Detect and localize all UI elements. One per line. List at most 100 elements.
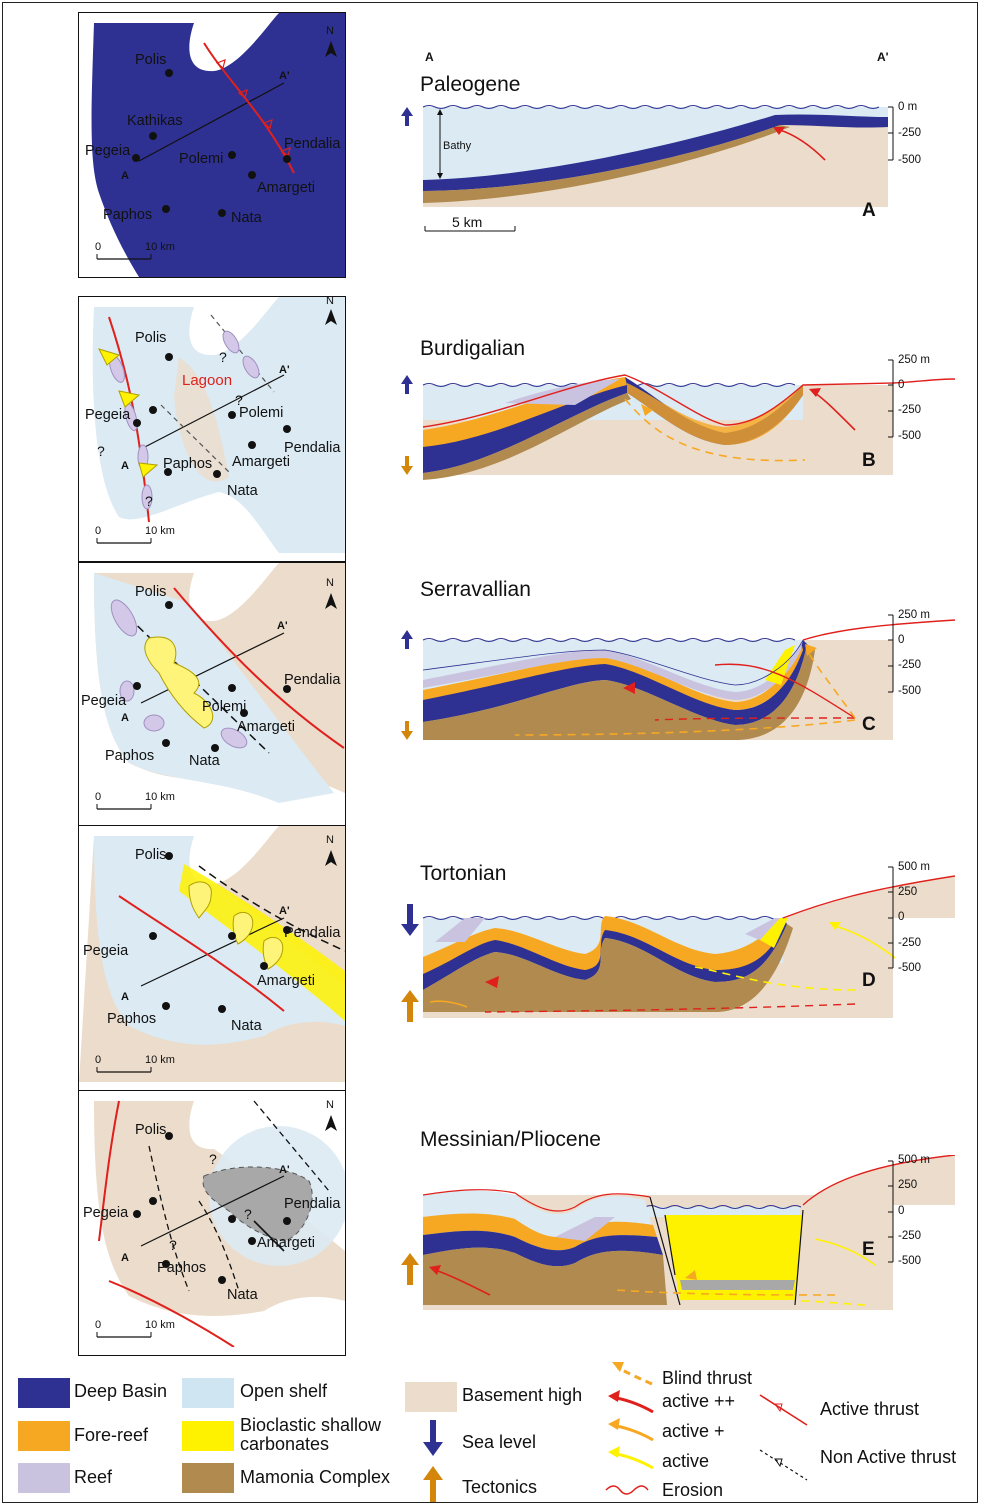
north-label: N bbox=[326, 1099, 334, 1111]
cross-section-a bbox=[401, 105, 894, 232]
stage-title-paleogene: Paleogene bbox=[420, 73, 521, 96]
legend-bioclastic: Bioclastic shallow carbonates bbox=[240, 1415, 382, 1454]
legend-arrows bbox=[423, 1420, 443, 1502]
question-mark: ? bbox=[219, 349, 227, 365]
town-pendalia: Pendalia bbox=[284, 925, 341, 941]
town-paphos: Paphos bbox=[163, 456, 213, 472]
town-paphos: Paphos bbox=[107, 1011, 157, 1027]
depth-tick: 250 m bbox=[898, 354, 930, 366]
town-paphos: Paphos bbox=[157, 1260, 207, 1276]
section-end-label: A' bbox=[877, 50, 889, 64]
north-label: N bbox=[326, 25, 334, 37]
legend-swatch-open-shelf bbox=[182, 1378, 234, 1408]
legend-open-shelf: Open shelf bbox=[240, 1381, 328, 1401]
section-a-mark: A bbox=[121, 460, 129, 472]
legend-active-p: active + bbox=[662, 1421, 725, 1441]
section-a-prime-mark: A' bbox=[279, 1164, 290, 1176]
depth-tick: -500 bbox=[898, 154, 922, 166]
scale-label: 5 km bbox=[452, 214, 483, 230]
panel-letter: E bbox=[862, 1239, 875, 1260]
legend-swatch-basement bbox=[405, 1382, 457, 1412]
town-polemi: Polemi bbox=[179, 151, 224, 167]
depth-tick: 250 m bbox=[898, 609, 930, 621]
town-nata: Nata bbox=[231, 210, 262, 226]
panel-letter: B bbox=[862, 450, 876, 471]
legend-erosion: Erosion bbox=[662, 1480, 724, 1500]
depth-tick: 500 m bbox=[898, 1154, 930, 1166]
scale-zero: 0 bbox=[95, 791, 102, 803]
section-a-mark: A bbox=[121, 991, 129, 1003]
depth-tick: -500 bbox=[898, 962, 922, 974]
blind-thrust-icon bbox=[617, 1366, 653, 1386]
section-a-mark: A bbox=[121, 1252, 129, 1264]
legend-tectonics: Tectonics bbox=[462, 1477, 538, 1497]
town-polemi: Polemi bbox=[239, 405, 284, 421]
scale-ten: 10 km bbox=[145, 525, 175, 537]
non-active-thrust-icon bbox=[759, 1449, 808, 1481]
depth-tick: 0 bbox=[898, 911, 905, 923]
sea-level-arrow-icon bbox=[423, 1420, 443, 1456]
question-mark: ? bbox=[97, 443, 105, 459]
question-mark: ? bbox=[145, 493, 153, 509]
section-a-mark: A bbox=[121, 170, 129, 182]
depth-tick: -250 bbox=[898, 404, 922, 416]
legend-deep-basin: Deep Basin bbox=[74, 1381, 168, 1401]
legend-swatch-deep-basin bbox=[18, 1378, 70, 1408]
cross-section-d bbox=[401, 866, 955, 1022]
legend-reef: Reef bbox=[74, 1467, 113, 1487]
depth-tick: -250 bbox=[898, 127, 922, 139]
panel-letter: A bbox=[862, 200, 876, 221]
active-p-icon bbox=[615, 1424, 654, 1442]
town-pendalia: Pendalia bbox=[284, 1196, 341, 1212]
town-pendalia: Pendalia bbox=[284, 440, 341, 456]
depth-tick: -500 bbox=[898, 685, 922, 697]
legend-basement: Basement high bbox=[462, 1385, 583, 1405]
question-mark: ? bbox=[209, 1151, 217, 1167]
legend-thrust-lines bbox=[759, 1394, 808, 1481]
stage-title-burdigalian: Burdigalian bbox=[420, 337, 526, 360]
town-amargeti: Amargeti bbox=[232, 454, 291, 470]
depth-tick: 500 m bbox=[898, 861, 930, 873]
depth-tick: 250 bbox=[898, 886, 918, 898]
depth-tick: 0 bbox=[898, 634, 905, 646]
town-polis: Polis bbox=[135, 584, 167, 600]
stage-title-serravallian: Serravallian bbox=[420, 578, 531, 601]
legend-thrust-arrows bbox=[605, 1362, 654, 1495]
scale-ten: 10 km bbox=[145, 1319, 175, 1331]
panel-letter: D bbox=[862, 970, 876, 991]
map-paleogene: Polis Kathikas Pegeia Polemi Pendalia Am… bbox=[78, 12, 346, 278]
north-label: N bbox=[326, 295, 334, 307]
legend-blind-thrust: Blind thrust bbox=[662, 1368, 753, 1388]
map-messinian-pliocene: Polis Pegeia Pendalia Amargeti Paphos Na… bbox=[78, 1090, 346, 1356]
legend-swatch-mamonia bbox=[182, 1463, 234, 1493]
scale-ten: 10 km bbox=[145, 791, 175, 803]
scale-zero: 0 bbox=[95, 525, 102, 537]
town-polemi: Polemi bbox=[202, 699, 247, 715]
section-a-prime-mark: A' bbox=[277, 620, 288, 632]
town-nata: Nata bbox=[227, 483, 258, 499]
town-nata: Nata bbox=[231, 1018, 262, 1034]
cross-section-b bbox=[401, 359, 955, 480]
legend-swatch-reef bbox=[18, 1463, 70, 1493]
active-icon bbox=[615, 1452, 654, 1470]
erosion-icon bbox=[605, 1485, 649, 1495]
town-polis: Polis bbox=[135, 330, 167, 346]
lagoon-label: Lagoon bbox=[182, 372, 233, 389]
depth-tick: -250 bbox=[898, 937, 922, 949]
town-pegeia: Pegeia bbox=[81, 693, 127, 709]
town-amargeti: Amargeti bbox=[257, 1235, 316, 1251]
legend-non-active-thrust: Non Active thrust bbox=[820, 1447, 957, 1467]
question-mark: ? bbox=[235, 392, 243, 408]
cross-section-c bbox=[401, 614, 955, 740]
stage-title-tortonian: Tortonian bbox=[420, 862, 507, 885]
bathy-label: Bathy bbox=[443, 140, 472, 152]
town-pegeia: Pegeia bbox=[85, 407, 131, 423]
scale-zero: 0 bbox=[95, 1319, 102, 1331]
north-label: N bbox=[326, 834, 334, 846]
legend-swatch-bioclastic bbox=[182, 1421, 234, 1451]
map-serravallian: Polis Pegeia Polemi Pendalia Amargeti Pa… bbox=[78, 562, 346, 828]
town-pegeia: Pegeia bbox=[85, 143, 131, 159]
legend-fore-reef: Fore-reef bbox=[74, 1425, 149, 1445]
section-a-prime-mark: A' bbox=[279, 364, 290, 376]
cross-section-e bbox=[401, 1155, 955, 1310]
